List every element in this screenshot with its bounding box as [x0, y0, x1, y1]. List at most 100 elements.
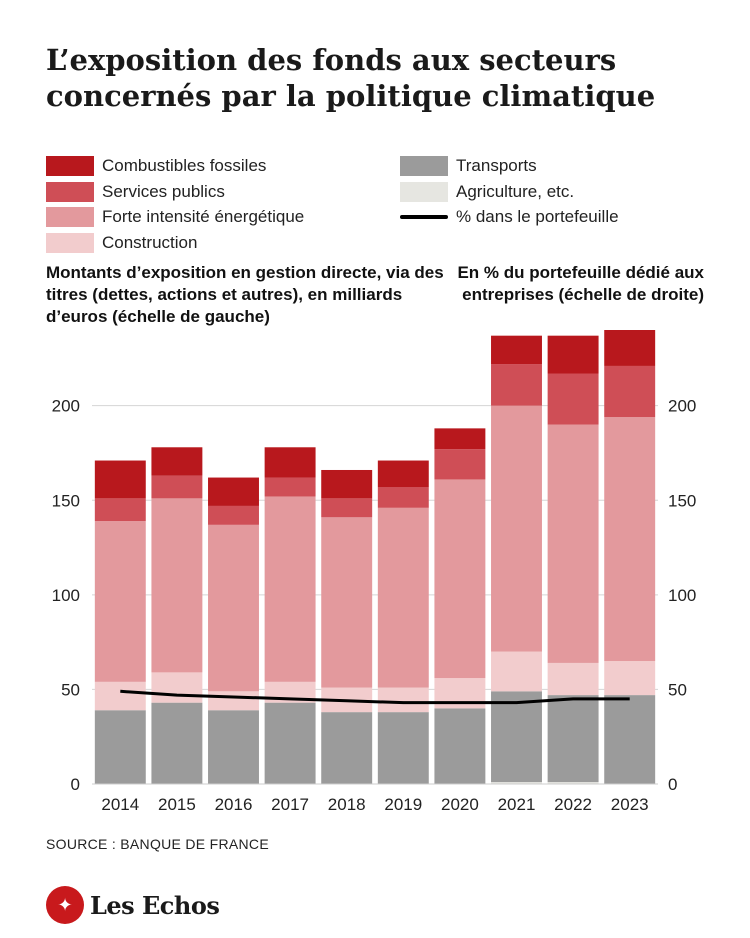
legend-swatch — [46, 182, 94, 202]
y-left-tick-label: 150 — [52, 491, 80, 510]
bar-segment — [377, 712, 429, 784]
bar-segment — [94, 498, 146, 522]
bar-segment — [151, 447, 203, 476]
legend-swatch — [46, 156, 94, 176]
bar-segment — [604, 661, 656, 696]
legend-item-agriculture: Agriculture, etc. — [400, 181, 574, 203]
legend: Combustibles fossiles Services publics F… — [0, 0, 750, 260]
x-tick-label: 2023 — [611, 795, 649, 814]
x-tick-label: 2022 — [554, 795, 592, 814]
bar-segment — [377, 507, 429, 688]
bar-segment — [547, 662, 599, 696]
bar-segment — [94, 460, 146, 499]
bar-segment — [604, 330, 656, 366]
bar-segment — [94, 710, 146, 784]
bar-segment — [547, 782, 599, 784]
bar-segment — [151, 702, 203, 784]
legend-label: % dans le portefeuille — [456, 207, 619, 226]
legend-item-construction: Construction — [46, 232, 197, 254]
y-right-tick-label: 200 — [668, 397, 696, 416]
bar-segment — [151, 498, 203, 673]
brand: ✦ Les Echos — [46, 886, 220, 924]
y-left-tick-label: 200 — [52, 397, 80, 416]
left-axis-note: Montants d’exposition en gestion directe… — [46, 263, 444, 326]
legend-swatch — [400, 182, 448, 202]
legend-label: Combustibles fossiles — [102, 156, 267, 175]
les-echos-logo-icon: ✦ — [46, 886, 84, 924]
x-tick-label: 2021 — [498, 795, 536, 814]
bar-segment — [321, 498, 373, 518]
y-right-tick-label: 50 — [668, 680, 687, 699]
y-left-tick-label: 50 — [61, 680, 80, 699]
x-tick-label: 2018 — [328, 795, 366, 814]
legend-swatch — [46, 233, 94, 253]
x-tick-label: 2019 — [384, 795, 422, 814]
bar-segment — [491, 782, 542, 784]
legend-label: Forte intensité énergétique — [102, 207, 305, 226]
bar-segment — [264, 496, 316, 682]
x-tick-label: 2017 — [271, 795, 309, 814]
y-right-tick-label: 150 — [668, 491, 696, 510]
bar-segment — [434, 428, 486, 450]
legend-item-services: Services publics — [46, 181, 225, 203]
bar-segment — [377, 487, 429, 508]
portfolio-pct-line — [120, 689, 630, 705]
legend-swatch — [46, 207, 94, 227]
bar-segment — [321, 517, 373, 688]
bar-segment — [491, 405, 542, 652]
bar-segment — [94, 521, 146, 682]
bar-segment — [321, 469, 373, 499]
bar-segment — [434, 479, 486, 679]
bar-segment — [604, 695, 656, 784]
bar-segment — [208, 691, 259, 711]
legend-item-pct: % dans le portefeuille — [400, 206, 619, 228]
legend-swatch — [400, 156, 448, 176]
bar-segment — [491, 691, 542, 783]
y-left-tick-label: 100 — [52, 586, 80, 605]
bar-segment — [208, 710, 259, 784]
bar-segment — [434, 708, 486, 784]
bar-segment — [321, 712, 373, 784]
bar-segment — [547, 335, 599, 374]
bar-segment — [208, 524, 259, 692]
y-right-tick-label: 0 — [668, 775, 677, 794]
x-tick-label: 2020 — [441, 795, 479, 814]
bar-segment — [491, 651, 542, 692]
legend-label: Services publics — [102, 182, 225, 201]
y-right-tick-label: 100 — [668, 586, 696, 605]
bar-segment — [604, 417, 656, 662]
chart-title: L’exposition des fonds aux secteurs conc… — [46, 43, 656, 113]
bar-segment — [434, 449, 486, 480]
legend-label: Construction — [102, 233, 198, 252]
x-tick-label: 2014 — [101, 795, 139, 814]
bar-segment — [547, 373, 599, 425]
bar-segment — [604, 365, 656, 418]
bar-segment — [208, 477, 259, 506]
bar-segment — [491, 335, 542, 365]
bar-segment — [547, 424, 599, 663]
bar-segment — [491, 364, 542, 406]
bar-segment — [547, 695, 599, 783]
source-note: SOURCE : BANQUE DE FRANCE — [46, 836, 269, 852]
legend-label: Agriculture, etc. — [456, 182, 575, 201]
bar-segment — [94, 681, 146, 711]
x-tick-label: 2015 — [158, 795, 196, 814]
brand-name: Les Echos — [90, 890, 220, 920]
bar-segment — [264, 447, 316, 478]
stacked-bar-chart: 2014 2015 2016 2017 2018 2019 2020 2021 2022 2023… — [52, 330, 696, 814]
bar-segment — [377, 687, 429, 713]
bar-segment — [208, 505, 259, 525]
legend-item-transports: Transports — [400, 155, 537, 177]
bar-segment — [264, 702, 316, 784]
y-left-tick-label: 0 — [71, 775, 80, 794]
bar-segment — [264, 477, 316, 497]
legend-label: Transports — [456, 156, 537, 175]
bar-segment — [377, 460, 429, 488]
legend-item-forte: Forte intensité énergétique — [46, 206, 304, 228]
bar-segment — [151, 475, 203, 499]
right-axis-note: En % du portefeuille dédié aux entrepris… — [457, 263, 704, 304]
bar-segment — [151, 672, 203, 703]
legend-line-icon — [400, 215, 448, 219]
x-tick-label: 2016 — [215, 795, 253, 814]
legend-item-combustibles: Combustibles fossiles — [46, 155, 266, 177]
